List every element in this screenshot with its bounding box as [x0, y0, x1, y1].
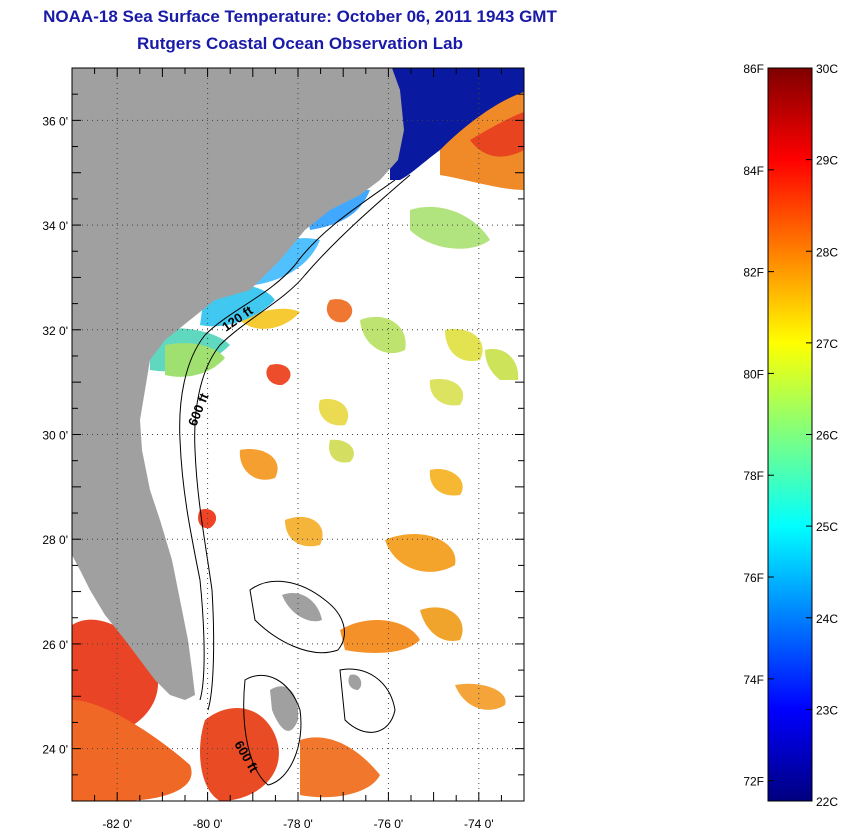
colorbar-ticks: 30C 29C 28C 27C 26C 25C 24C 23C 22C 86F 84F 82F 80F 7… [743, 62, 838, 809]
colorbar-c-label: 25C [816, 520, 838, 534]
sst-cold-shelf [150, 68, 524, 377]
colorbar-c-label: 27C [816, 337, 838, 351]
colorbar-c-label: 26C [816, 429, 838, 443]
lon-tick-label: -76 0' [374, 817, 404, 831]
colorbar [767, 67, 813, 802]
colorbar-c-label: 24C [816, 612, 838, 626]
axis-ticks [71, 67, 525, 802]
sst-mild-patches [318, 206, 519, 463]
lon-tick-label: -82 0' [102, 817, 132, 831]
colorbar-f-label: 86F [743, 62, 764, 76]
axis-labels: 36 0' 34 0' 32 0' 30 0' 28 0' 26 0' 24 0' -82 0… [42, 114, 493, 831]
lat-tick-label: 36 0' [42, 114, 68, 128]
sst-warm-patches [72, 299, 506, 801]
colorbar-f-label: 84F [743, 164, 764, 178]
land-southeast-us [72, 68, 404, 700]
lat-tick-label: 34 0' [42, 219, 68, 233]
graticule [72, 68, 524, 801]
lat-tick-label: 24 0' [42, 743, 68, 757]
lat-tick-label: 30 0' [42, 429, 68, 443]
lat-tick-label: 28 0' [42, 533, 68, 547]
colorbar-f-label: 82F [743, 266, 764, 280]
map-subtitle: Rutgers Coastal Ocean Observation Lab [137, 34, 463, 53]
depth-contours [179, 174, 411, 786]
lon-tick-label: -74 0' [464, 817, 494, 831]
map-title: NOAA-18 Sea Surface Temperature: October… [43, 7, 557, 26]
lon-tick-label: -78 0' [283, 817, 313, 831]
colorbar-f-label: 76F [743, 571, 764, 585]
map-body: 120 ft 600 ft 600 ft [72, 68, 524, 801]
lat-tick-label: 26 0' [42, 638, 68, 652]
lat-tick-label: 32 0' [42, 324, 68, 338]
colorbar-f-label: 80F [743, 367, 764, 381]
colorbar-f-label: 72F [743, 775, 764, 789]
colorbar-c-label: 29C [816, 154, 838, 168]
land-bahamas [270, 592, 362, 731]
colorbar-c-label: 30C [816, 62, 838, 76]
colorbar-c-label: 28C [816, 245, 838, 259]
lon-tick-label: -80 0' [193, 817, 223, 831]
colorbar-f-label: 74F [743, 673, 764, 687]
colorbar-c-label: 22C [816, 795, 838, 809]
colorbar-f-label: 78F [743, 469, 764, 483]
colorbar-c-label: 23C [816, 703, 838, 717]
